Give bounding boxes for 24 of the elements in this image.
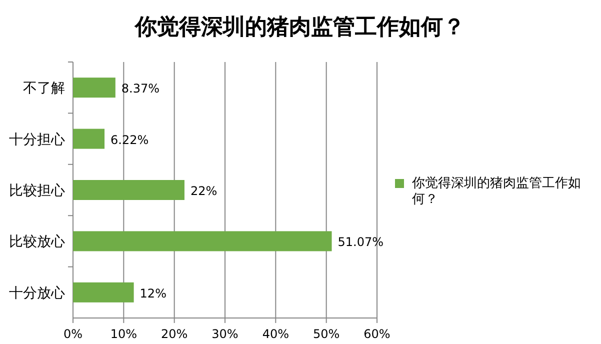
data-label: 12% xyxy=(140,286,166,300)
legend-label: 你觉得深圳的猪肉监管工作如何？ xyxy=(412,176,582,208)
x-tick-label: 0% xyxy=(63,327,83,341)
x-tick-label: 30% xyxy=(212,327,238,341)
bar xyxy=(73,78,116,98)
x-tick-label: 50% xyxy=(312,327,340,341)
x-tick-label: 40% xyxy=(262,327,290,341)
y-tick-label: 不了解 xyxy=(23,80,65,97)
data-label: 22% xyxy=(190,184,218,198)
y-tick-label: 十分放心 xyxy=(9,285,65,302)
y-tick-label: 十分担心 xyxy=(9,132,65,148)
x-tick-label: 60% xyxy=(364,327,390,341)
data-label: 6.22% xyxy=(110,132,149,147)
data-label: 8.37% xyxy=(121,82,160,96)
bar xyxy=(73,128,105,149)
y-tick-label: 比较担心 xyxy=(9,183,65,199)
y-tick-label: 比较放心 xyxy=(9,234,65,250)
bar xyxy=(73,282,134,302)
data-label: 51.07% xyxy=(338,235,384,250)
x-tick-label: 20% xyxy=(160,327,188,341)
x-tick-label: 10% xyxy=(110,327,138,341)
bar xyxy=(73,180,184,200)
chart-title: 你觉得深圳的猪肉监管工作如何？ xyxy=(134,14,465,40)
bar xyxy=(73,231,332,252)
